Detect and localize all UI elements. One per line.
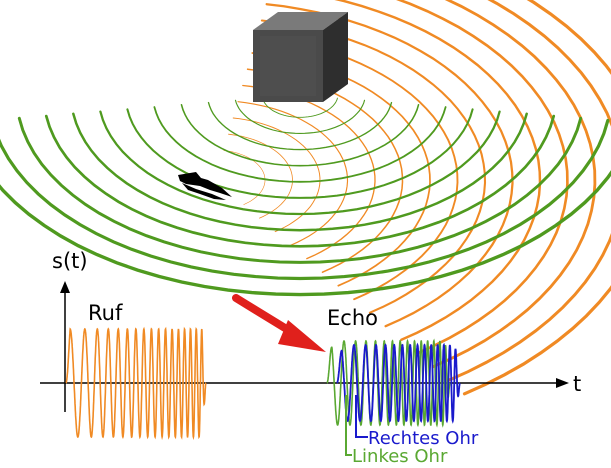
red-arrow-icon <box>232 294 326 352</box>
echo-wavefront <box>0 118 610 281</box>
call-wavefront <box>334 0 542 341</box>
echo-wavefront <box>99 110 501 216</box>
left-ear-label: Linkes Ohr <box>352 446 448 467</box>
echo-wavefronts <box>0 97 611 297</box>
right-ear-label: Rechtes Ohr <box>368 428 479 449</box>
echo-wavefront <box>126 108 474 199</box>
call-wavefront <box>447 0 611 382</box>
right-ear-signal-wave <box>336 342 461 424</box>
signal-axes <box>40 281 569 412</box>
x-axis-label: t <box>573 372 581 396</box>
call-label: Ruf <box>88 301 123 325</box>
echo-wavefront <box>234 99 366 134</box>
call-signal-wave <box>65 326 207 441</box>
echo-wavefront <box>153 106 447 183</box>
ear-label-leaders <box>345 395 368 456</box>
call-wavefront <box>223 150 266 205</box>
call-wavefront <box>396 0 569 355</box>
echo-wavefront <box>207 101 393 151</box>
call-wavefront <box>431 0 597 369</box>
echo-wavefront <box>72 112 528 232</box>
call-wavefront <box>237 101 349 246</box>
call-wavefront <box>260 19 487 314</box>
echo-wavefront <box>180 104 420 167</box>
echo-wavefront <box>44 114 556 248</box>
y-axis-arrowhead <box>60 281 70 293</box>
bat-icon <box>178 172 232 200</box>
call-wavefront <box>265 3 514 328</box>
call-wavefront <box>228 133 293 219</box>
cube-object-icon <box>253 12 348 102</box>
echo-wavefront <box>262 97 338 118</box>
call-wavefront <box>462 0 611 396</box>
echo-label: Echo <box>327 306 378 330</box>
y-axis-label: s(t) <box>52 249 88 273</box>
echo-wavefront <box>17 116 583 264</box>
x-axis-arrowhead <box>556 378 569 388</box>
call-wavefront <box>242 84 376 260</box>
echo-wavefront <box>0 170 611 297</box>
